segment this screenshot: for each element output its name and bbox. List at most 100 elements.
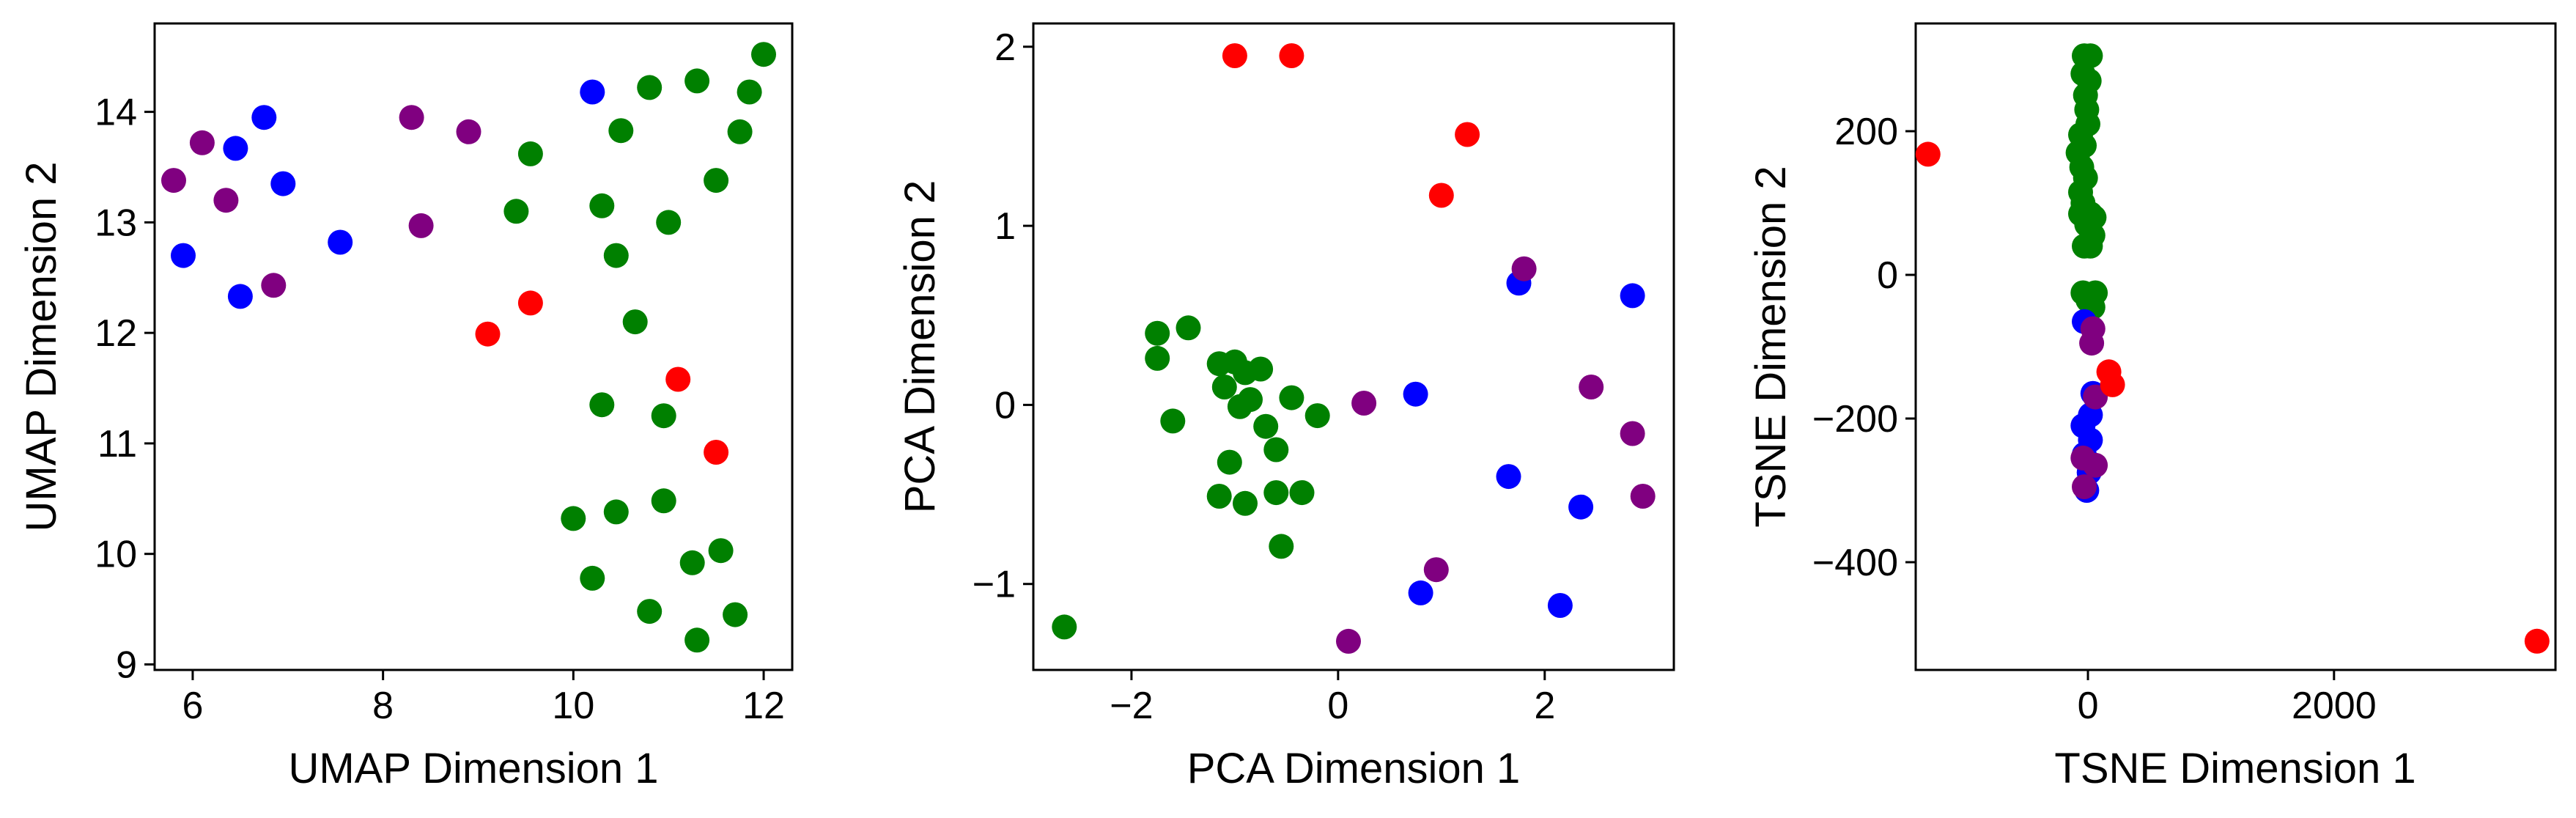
y-tick-label: −1 <box>973 564 1016 606</box>
scatter-point <box>270 171 296 196</box>
scatter-point <box>1217 449 1242 475</box>
scatter-point <box>1248 356 1274 382</box>
y-tick-label: 9 <box>116 644 137 686</box>
scatter-point <box>1336 628 1361 654</box>
scatter-point <box>1455 122 1480 147</box>
y-tick-label: 11 <box>97 423 137 465</box>
umap-x-ticks: 6 8 10 12 <box>182 670 785 727</box>
x-tick-label: 0 <box>1327 685 1348 727</box>
scatter-point <box>737 79 762 105</box>
scatter-point <box>189 130 215 155</box>
scatter-point <box>1233 490 1258 516</box>
scatter-point <box>223 136 248 161</box>
y-tick-label: 13 <box>95 202 137 244</box>
scatter-point <box>517 290 543 316</box>
scatter-point <box>1351 391 1377 416</box>
scatter-point <box>561 506 586 531</box>
scatter-point <box>1620 421 1645 446</box>
scatter-point <box>517 141 543 166</box>
scatter-point <box>399 105 424 130</box>
pca-y-ticks: −1 0 1 2 <box>973 26 1033 606</box>
tsne-plot-frame <box>1914 22 2557 671</box>
scatter-point <box>2083 384 2108 410</box>
scatter-point <box>651 403 676 429</box>
umap-x-axis-label: UMAP Dimension 1 <box>288 745 658 792</box>
scatter-point <box>622 309 648 335</box>
y-tick-label: 200 <box>1834 111 1898 153</box>
scatter-point <box>603 243 629 268</box>
scatter-point <box>580 565 605 591</box>
y-tick-label: 1 <box>994 205 1016 248</box>
scatter-point <box>1304 403 1330 429</box>
pca-x-axis-label: PCA Dimension 1 <box>1187 745 1521 792</box>
scatter-point <box>171 243 196 268</box>
scatter-point <box>213 188 239 213</box>
x-tick-label: 0 <box>2078 685 2099 727</box>
scatter-point <box>1176 315 1201 341</box>
scatter-point <box>1145 320 1170 346</box>
tsne-panel: 0 2000 −400 −200 0 200 TSNE Dimension 1 TSNE… <box>1747 22 2557 792</box>
y-tick-label: 14 <box>95 92 137 134</box>
scatter-point <box>408 213 434 238</box>
scatter-point <box>637 599 663 624</box>
scatter-point <box>723 602 748 627</box>
scatter-point <box>2081 204 2107 230</box>
scatter-point <box>1403 381 1428 407</box>
x-tick-label: 10 <box>552 685 594 727</box>
umap-points <box>161 42 776 653</box>
scatter-point <box>1227 394 1252 419</box>
scatter-point <box>1496 464 1521 490</box>
y-tick-label: 0 <box>994 384 1016 427</box>
y-tick-label: 10 <box>95 534 137 576</box>
pca-y-axis-label: PCA Dimension 2 <box>896 180 944 514</box>
scatter-point <box>589 193 615 218</box>
scatter-point <box>1279 43 1304 68</box>
scatter-point <box>227 284 253 309</box>
scatter-point <box>1630 484 1656 509</box>
x-tick-label: 6 <box>182 685 203 727</box>
scatter-point <box>1263 480 1289 506</box>
scatter-point <box>684 627 710 653</box>
y-tick-label: 12 <box>95 312 137 355</box>
scatter-point <box>1263 437 1289 463</box>
scatter-point <box>708 538 734 564</box>
scatter-point <box>475 321 501 347</box>
scatter-point <box>684 68 710 94</box>
scatter-point <box>727 119 753 144</box>
scatter-point <box>751 42 776 67</box>
scatter-point <box>580 79 605 105</box>
scatter-point <box>251 105 277 130</box>
tsne-y-ticks: −400 −200 0 200 <box>1812 111 1916 584</box>
tsne-x-axis-label: TSNE Dimension 1 <box>2054 745 2416 792</box>
scatter-point <box>1160 408 1186 434</box>
scatter-point <box>608 118 634 144</box>
y-tick-label: −200 <box>1812 398 1898 441</box>
scatter-point <box>603 499 629 525</box>
scatter-point <box>679 550 705 575</box>
scatter-point <box>656 210 682 235</box>
umap-plot-frame <box>153 22 794 671</box>
pca-x-ticks: −2 0 2 <box>1110 670 1555 727</box>
pca-points <box>1052 43 1656 654</box>
scatter-point <box>1547 593 1573 618</box>
scatter-point <box>1145 345 1170 371</box>
scatter-point <box>456 119 481 144</box>
scatter-point <box>1511 256 1537 281</box>
scatter-point <box>704 440 729 465</box>
y-tick-label: 2 <box>994 26 1016 69</box>
scatter-point <box>1579 375 1604 399</box>
scatter-point <box>1269 534 1294 559</box>
x-tick-label: 8 <box>372 685 394 727</box>
tsne-x-ticks: 0 2000 <box>2078 670 2377 727</box>
scatter-point <box>1211 375 1237 399</box>
scatter-point <box>589 392 615 418</box>
scatter-point <box>1253 413 1279 439</box>
tsne-points <box>1915 43 2550 654</box>
x-tick-label: 2000 <box>2292 685 2377 727</box>
pca-panel: −2 0 2 −1 0 1 2 PCA Dimension 1 PCA Dimension… <box>896 22 1675 792</box>
scatter-point <box>1620 283 1645 309</box>
scatter-point <box>2100 372 2125 397</box>
scatter-point <box>1052 614 1077 640</box>
y-tick-label: 0 <box>1877 254 1898 297</box>
